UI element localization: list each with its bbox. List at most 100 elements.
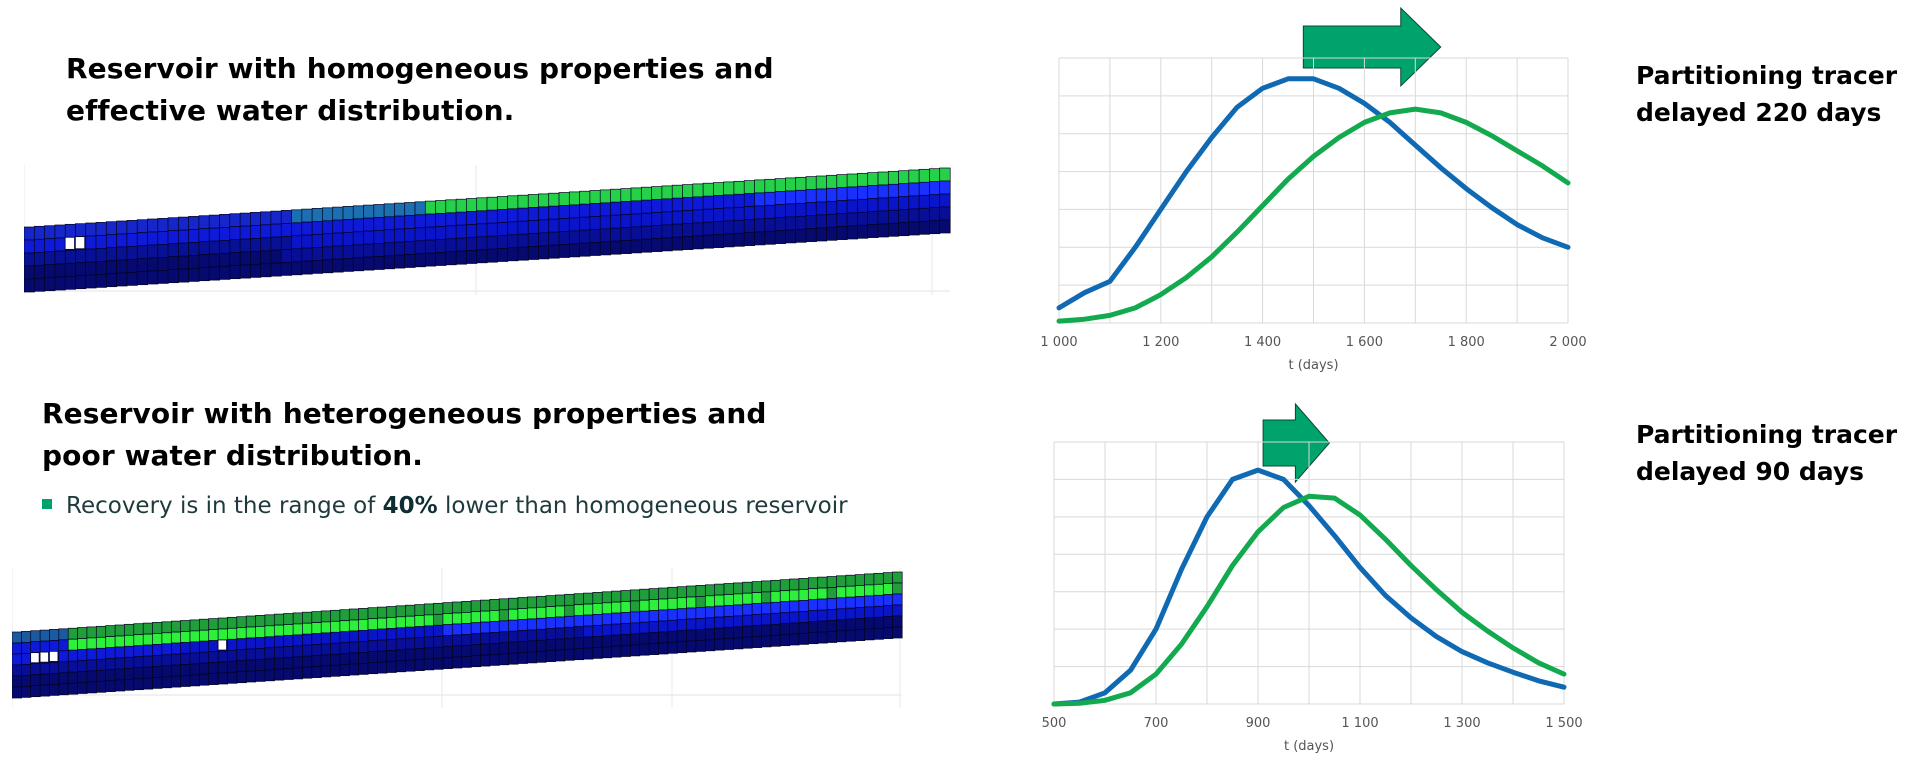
model-cell (291, 235, 303, 250)
model-cell (217, 661, 229, 674)
model-cell (77, 627, 88, 639)
model-cell (21, 686, 32, 698)
heading-line: poor water distribution. (42, 439, 424, 472)
model-cell (405, 626, 416, 639)
model-cell (713, 182, 725, 196)
model-cell (733, 626, 744, 639)
model-cell (124, 678, 135, 691)
model-cell (723, 181, 735, 196)
model-cell (95, 222, 107, 236)
model-cell (105, 260, 118, 275)
model-cell (918, 181, 930, 196)
model-cell (620, 590, 631, 602)
model-cell (864, 584, 875, 597)
model-cell (461, 612, 472, 624)
model-cell (455, 198, 467, 213)
model-cell (929, 194, 941, 209)
model-cell (433, 613, 444, 626)
model-cell (695, 596, 706, 608)
model-cell (311, 622, 322, 634)
model-cell (779, 590, 791, 603)
model-cell (817, 631, 828, 644)
model-cell (54, 263, 66, 278)
model-cell (433, 646, 444, 659)
model-cell (95, 261, 107, 275)
model-cell (105, 647, 116, 659)
model-cell (620, 601, 631, 613)
model-cell (676, 597, 688, 610)
model-cell (161, 643, 172, 656)
model-cell (236, 671, 247, 684)
model-cell (807, 610, 819, 623)
model-cell (311, 611, 322, 623)
model-cell (423, 658, 435, 671)
model-cell (86, 659, 97, 672)
model-cell (95, 636, 107, 649)
model-cell (805, 228, 817, 242)
model-cell (508, 630, 519, 643)
model-cell (302, 633, 313, 646)
model-cell (630, 213, 642, 228)
model-cell (105, 669, 116, 681)
model-cell (189, 619, 200, 632)
model-cell (21, 653, 32, 665)
model-cell (564, 637, 575, 650)
model-cell (255, 626, 266, 638)
model-cell (208, 673, 219, 685)
model-cell (170, 631, 182, 644)
bullet-text-before: Recovery is in the range of (66, 493, 383, 519)
model-cell (807, 588, 819, 601)
model-cell (640, 225, 653, 240)
model-cell (918, 207, 930, 222)
model-cell (610, 227, 622, 242)
model-cell (498, 631, 510, 644)
model-cell (882, 583, 894, 595)
model-cell (682, 223, 694, 237)
model-cell (348, 619, 360, 632)
result-line: delayed 220 days (1636, 98, 1882, 127)
model-cell (404, 202, 416, 216)
model-cell (39, 629, 51, 642)
model-cell (445, 225, 457, 240)
model-cell (517, 220, 529, 235)
model-cell (854, 618, 866, 630)
model-cell (817, 620, 828, 633)
model-cell (177, 242, 190, 257)
model-cell (686, 618, 697, 631)
model-cell (86, 681, 97, 694)
model-cell (219, 214, 231, 228)
model-cell (367, 640, 378, 653)
model-cell (817, 587, 828, 600)
model-cell (414, 214, 426, 229)
model-cell (301, 234, 313, 249)
model-cell (826, 609, 838, 621)
model-cell (250, 212, 262, 226)
model-cell (377, 606, 388, 619)
model-cell (152, 677, 163, 689)
model-cell (198, 254, 210, 269)
model-cell (461, 645, 472, 657)
model-cell (229, 239, 241, 254)
model-cell (751, 592, 763, 604)
model-cell (311, 644, 322, 656)
model-cell (671, 197, 684, 212)
model-cell (270, 262, 282, 277)
model-cell (789, 589, 800, 602)
model-cell (373, 217, 385, 231)
model-cell (629, 622, 641, 635)
model-cell (723, 594, 734, 606)
model-cell (526, 651, 538, 664)
model-cell (592, 647, 603, 659)
model-cell (49, 629, 60, 641)
model-cell (180, 642, 191, 654)
model-cell (445, 212, 457, 227)
model-cell (470, 644, 482, 657)
model-cell (887, 222, 900, 237)
model-cell (742, 636, 753, 649)
well-cell (64, 236, 75, 250)
model-cell (311, 221, 323, 235)
model-cell (170, 620, 182, 633)
model-cell (199, 629, 210, 642)
model-cell (332, 232, 344, 247)
model-cell (498, 642, 510, 655)
